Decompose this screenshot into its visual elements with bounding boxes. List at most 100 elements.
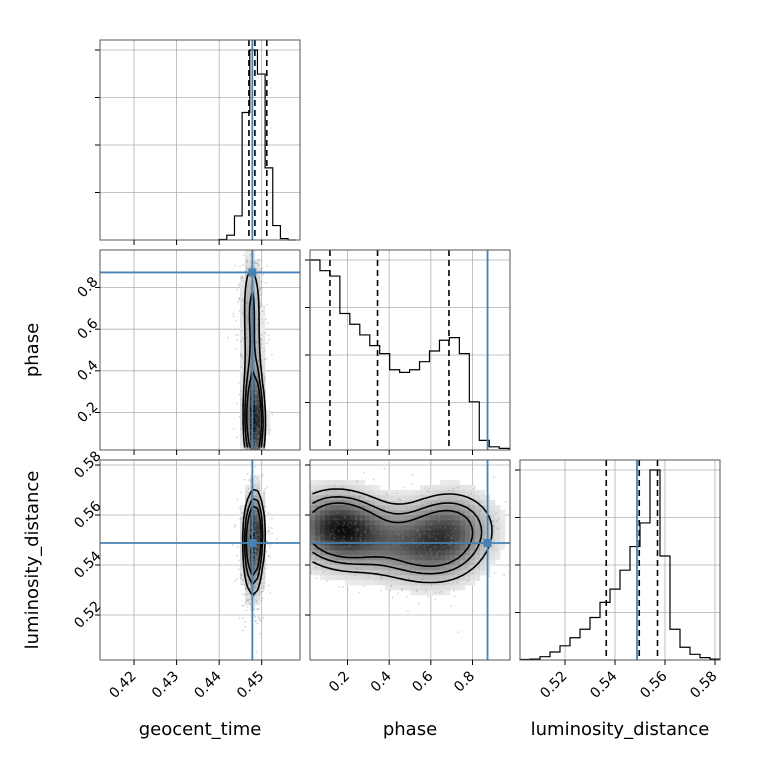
pair-phase-luminosity_distance-cell: [380, 545, 386, 551]
pair-geocent_time-luminosity_distance-sample: [247, 571, 250, 574]
pair-phase-luminosity_distance-cell: [400, 570, 406, 576]
pair-geocent_time-phase-sample: [260, 304, 263, 307]
pair-geocent_time-phase-cell: [245, 265, 251, 271]
pair-phase-luminosity_distance-cell: [350, 530, 356, 536]
pair-phase-luminosity_distance-sample: [459, 538, 461, 541]
pair-phase-luminosity_distance-cell: [365, 535, 371, 541]
pair-phase-luminosity_distance-cell: [480, 520, 486, 526]
pair-geocent_time-phase-sample: [246, 261, 249, 264]
pair-geocent_time-luminosity_distance-sample: [256, 537, 259, 540]
pair-geocent_time-phase-sample: [238, 393, 241, 396]
pair-geocent_time-luminosity_distance-cell: [255, 535, 261, 541]
pair-phase-luminosity_distance-sample: [451, 536, 454, 539]
pair-geocent_time-phase-cell: [260, 335, 266, 341]
pair-phase-luminosity_distance-cell: [480, 530, 486, 536]
pair-geocent_time-luminosity_distance-sample: [241, 518, 244, 520]
pair-geocent_time-luminosity_distance-cell: [240, 580, 246, 586]
pair-geocent_time-phase-sample: [253, 266, 256, 269]
pair-geocent_time-luminosity_distance-sample: [236, 554, 238, 557]
pair-phase-luminosity_distance-cell: [370, 580, 376, 586]
pair-geocent_time-phase-sample: [236, 339, 239, 341]
pair-phase-luminosity_distance-sample: [391, 596, 394, 599]
pair-geocent_time-phase-sample: [254, 260, 256, 263]
pair-geocent_time-phase-sample: [257, 360, 260, 362]
pair-phase-luminosity_distance-sample: [453, 537, 456, 540]
pair-phase-luminosity_distance-cell: [330, 490, 336, 496]
pair-geocent_time-luminosity_distance-sample: [248, 530, 251, 533]
pair-geocent_time-luminosity_distance-cell: [245, 595, 251, 601]
pair-phase-luminosity_distance-cell: [380, 495, 386, 501]
pair-phase-luminosity_distance-sample: [413, 568, 416, 571]
pair-phase-luminosity_distance-sample: [454, 527, 456, 530]
pair-geocent_time-luminosity_distance-sample: [254, 533, 257, 536]
pair-geocent_time-phase-sample: [245, 337, 248, 340]
pair-geocent_time-phase-sample: [245, 267, 248, 269]
pair-geocent_time-phase-sample: [258, 277, 261, 279]
pair-geocent_time-luminosity_distance-sample: [271, 532, 274, 535]
pair-phase-luminosity_distance-cell: [450, 480, 456, 486]
pair-geocent_time-phase-cell: [245, 300, 251, 306]
pair-phase-luminosity_distance-cell: [380, 525, 386, 531]
pair-phase-luminosity_distance-cell: [325, 555, 331, 561]
pair-geocent_time-phase-cell: [255, 275, 261, 281]
pair-phase-luminosity_distance-cell: [375, 525, 381, 531]
pair-geocent_time-phase-cell: [245, 345, 251, 351]
pair-phase-luminosity_distance-cell: [400, 510, 406, 516]
pair-phase-luminosity_distance-cell: [375, 485, 381, 491]
pair-phase-luminosity_distance-sample: [356, 480, 358, 482]
pair-phase-luminosity_distance-sample: [348, 505, 351, 507]
pair-phase-luminosity_distance-cell: [360, 520, 366, 526]
pair-phase-luminosity_distance-cell: [345, 530, 351, 536]
pair-phase-luminosity_distance-cell: [430, 590, 436, 596]
pair-phase-luminosity_distance-sample: [420, 554, 423, 557]
pair-geocent_time-phase-sample: [247, 319, 249, 322]
pair-phase-luminosity_distance-cell: [500, 520, 506, 526]
pair-phase-luminosity_distance-sample: [418, 534, 421, 537]
pair-phase-luminosity_distance-sample: [444, 526, 447, 529]
pair-phase-luminosity_distance-sample: [383, 545, 386, 548]
pair-geocent_time-phase-sample: [238, 284, 240, 287]
pair-phase-luminosity_distance-cell: [365, 500, 371, 506]
pair-phase-luminosity_distance-sample: [461, 549, 464, 552]
pair-phase-luminosity_distance-sample: [315, 577, 318, 580]
pair-phase-luminosity_distance-sample: [468, 575, 471, 578]
pair-phase-luminosity_distance-cell: [335, 530, 341, 536]
pair-geocent_time-phase-sample: [260, 354, 263, 357]
pair-phase-luminosity_distance-cell: [490, 545, 496, 551]
pair-phase-luminosity_distance-cell: [350, 520, 356, 526]
pair-phase-luminosity_distance-cell: [320, 485, 326, 491]
pair-geocent_time-phase-sample: [255, 441, 257, 444]
pair-phase-luminosity_distance-sample: [364, 513, 367, 516]
pair-phase-luminosity_distance-cell: [435, 505, 441, 511]
pair-phase-luminosity_distance-cell: [410, 545, 416, 551]
pair-phase-luminosity_distance-cell: [315, 570, 321, 576]
pair-phase-luminosity_distance-sample: [461, 524, 464, 527]
pair-geocent_time-phase-sample: [255, 401, 258, 404]
pair-phase-luminosity_distance-sample: [326, 580, 329, 582]
pair-geocent_time-luminosity_distance-sample: [239, 491, 242, 494]
pair-geocent_time-luminosity_distance-sample: [248, 549, 251, 551]
pair-geocent_time-phase-sample: [250, 366, 252, 368]
pair-geocent_time-phase-truth-marker: [248, 268, 257, 277]
pair-geocent_time-phase-sample: [266, 342, 269, 344]
pair-phase-luminosity_distance-sample: [348, 544, 350, 547]
pair-geocent_time-phase-sample: [237, 282, 240, 285]
pair-geocent_time-phase-sample: [249, 428, 252, 431]
pair-phase-luminosity_distance-sample: [343, 535, 346, 538]
pair-phase-luminosity_distance-sample: [442, 545, 445, 548]
pair-phase-luminosity_distance-sample: [372, 558, 375, 561]
pair-geocent_time-luminosity_distance-sample: [256, 519, 259, 522]
pair-geocent_time-luminosity_distance-sample: [249, 532, 252, 535]
pair-phase-luminosity_distance-cell: [380, 500, 386, 506]
pair-geocent_time-phase-sample: [246, 321, 248, 324]
pair-phase-luminosity_distance-sample: [473, 518, 476, 521]
pair-phase-luminosity_distance-cell: [350, 485, 356, 491]
pair-geocent_time-luminosity_distance-sample: [257, 553, 259, 556]
pair-phase-luminosity_distance-cell: [400, 505, 406, 511]
pair-geocent_time-luminosity_distance-sample: [265, 567, 268, 570]
pair-phase-luminosity_distance-cell: [400, 575, 406, 581]
pair-geocent_time-luminosity_distance-sample: [249, 480, 252, 483]
pair-phase-luminosity_distance-sample: [427, 568, 429, 570]
pair-phase-luminosity_distance-cell: [445, 525, 451, 531]
pair-phase-luminosity_distance-cell: [405, 535, 411, 541]
